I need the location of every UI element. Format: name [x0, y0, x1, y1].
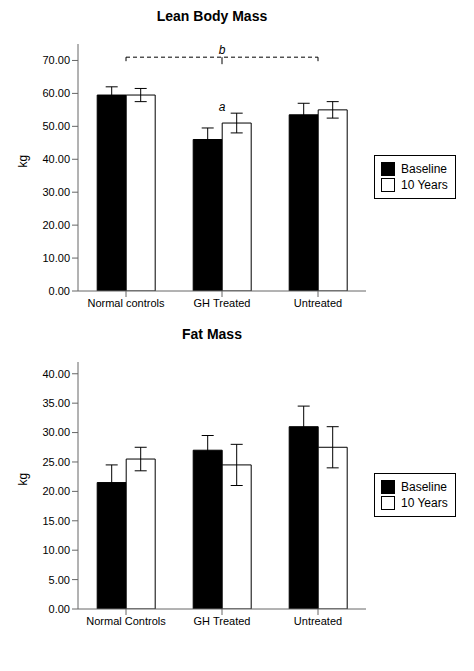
svg-text:20.00: 20.00 — [42, 485, 70, 497]
svg-text:35.00: 35.00 — [42, 397, 70, 409]
svg-text:0.00: 0.00 — [49, 603, 70, 615]
svg-text:70.00: 70.00 — [42, 54, 70, 66]
svg-text:60.00: 60.00 — [42, 87, 70, 99]
html-text:10 Years: 10 Years — [401, 496, 448, 510]
html-text:Fat Mass: Fat Mass — [182, 326, 242, 342]
html-text:Lean Body Mass: Lean Body Mass — [156, 8, 268, 24]
svg-text:20.00: 20.00 — [42, 219, 70, 231]
svg-text:GH Treated: GH Treated — [194, 297, 251, 309]
svg-text:Normal controls: Normal controls — [87, 297, 165, 309]
svg-text:40.00: 40.00 — [42, 368, 70, 380]
svg-text:a: a — [219, 100, 226, 114]
svg-text:25.00: 25.00 — [42, 456, 70, 468]
html-text:Baseline: Baseline — [401, 162, 447, 176]
html-text:Baseline: Baseline — [401, 480, 447, 494]
svg-text:kg: kg — [16, 155, 30, 168]
svg-text:10.00: 10.00 — [42, 252, 70, 264]
svg-text:10.00: 10.00 — [42, 544, 70, 556]
svg-text:Normal Controls: Normal Controls — [86, 615, 166, 627]
html-text:10 Years: 10 Years — [401, 178, 448, 192]
svg-text:5.00: 5.00 — [49, 574, 70, 586]
svg-text:0.00: 0.00 — [49, 285, 70, 297]
svg-text:30.00: 30.00 — [42, 426, 70, 438]
svg-text:kg: kg — [16, 473, 30, 486]
svg-text:Untreated: Untreated — [294, 615, 342, 627]
svg-text:40.00: 40.00 — [42, 153, 70, 165]
svg-text:15.00: 15.00 — [42, 515, 70, 527]
svg-text:30.00: 30.00 — [42, 186, 70, 198]
svg-text:50.00: 50.00 — [42, 120, 70, 132]
svg-text:b: b — [219, 43, 226, 57]
svg-text:Untreated: Untreated — [294, 297, 342, 309]
svg-text:GH Treated: GH Treated — [194, 615, 251, 627]
